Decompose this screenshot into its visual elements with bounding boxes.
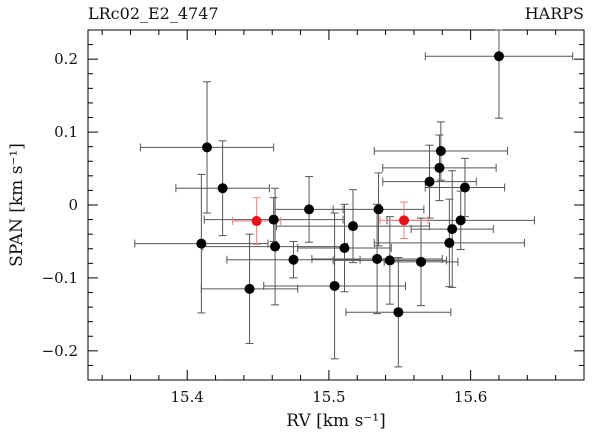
plot-frame: [87, 29, 585, 381]
data-point: [416, 256, 427, 267]
data-point: [435, 146, 446, 157]
data-point: [393, 307, 404, 318]
errorbars-layer: [134, 29, 574, 368]
data-point: [447, 224, 458, 235]
data-point: [288, 254, 299, 265]
y-tick-label: 0.1: [54, 123, 78, 141]
data-point: [493, 51, 504, 62]
data-point: [304, 204, 315, 215]
data-point: [329, 280, 340, 291]
data-point: [339, 243, 350, 254]
data-point: [217, 183, 228, 194]
highlight-point: [251, 216, 262, 227]
data-point: [373, 204, 384, 215]
data-point: [459, 182, 470, 193]
data-point: [202, 142, 213, 153]
data-point: [444, 237, 455, 248]
highlight-point: [399, 215, 410, 226]
data-point: [348, 221, 359, 232]
data-point: [424, 176, 435, 187]
x-tick-label: 15.4: [170, 388, 203, 406]
x-tick-label: 15.6: [454, 388, 487, 406]
title-right: HARPS: [525, 4, 584, 23]
y-tick-label: −0.1: [42, 269, 78, 287]
data-point: [244, 283, 255, 294]
data-point: [372, 253, 383, 264]
data-point: [455, 215, 466, 226]
x-tick-label: 15.5: [312, 388, 345, 406]
y-tick-label: 0: [68, 196, 78, 214]
data-point: [270, 241, 281, 252]
error-bar: [424, 29, 574, 119]
x-axis-label: RV [km s⁻¹]: [286, 411, 385, 431]
data-point: [384, 255, 395, 266]
ticks-layer: [88, 29, 585, 381]
data-point: [434, 162, 445, 173]
data-point: [196, 238, 207, 249]
tick-labels-layer: 15.4 15.5 15.6 −0.2 −0.1 0 0.1 0.2: [42, 50, 488, 406]
title-left: LRc02_E2_4747: [88, 4, 219, 23]
data-point: [268, 214, 279, 225]
y-tick-label: 0.2: [54, 50, 78, 68]
points-layer: [196, 51, 504, 318]
y-tick-label: −0.2: [42, 342, 78, 360]
y-axis-label: SPAN [km s⁻¹]: [7, 143, 27, 267]
